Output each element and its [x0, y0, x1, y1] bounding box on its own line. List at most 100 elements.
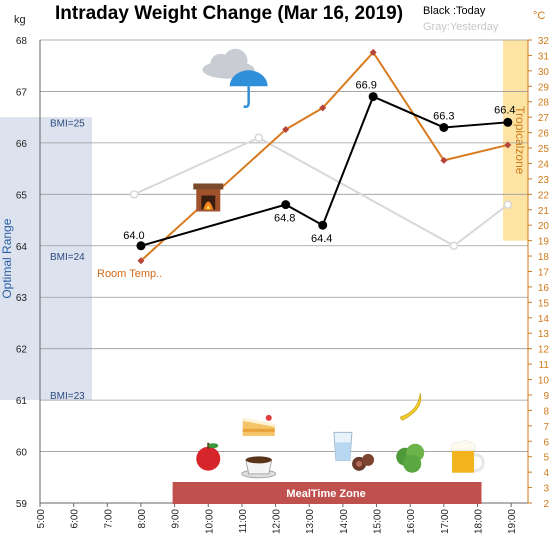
y-right-tick-label: 30 — [538, 67, 550, 78]
fireplace-icon — [193, 183, 224, 212]
bmi-label: BMI=24 — [50, 252, 85, 263]
tropicalzone-label: Tropicalzone — [513, 106, 527, 175]
y-left-tick-label: 64 — [16, 242, 28, 253]
y-left-tick-label: 59 — [16, 499, 28, 510]
x-tick-label: 9:00 — [171, 509, 182, 529]
y-right-tick-label: 14 — [538, 314, 550, 325]
today-line — [140, 95, 508, 247]
today-point — [503, 117, 513, 127]
y-right-tick-label: 16 — [538, 283, 550, 294]
y-right-tick-label: 3 — [543, 484, 549, 495]
optimal-range-label: Optimal Range — [0, 218, 14, 298]
vegetable-icon — [396, 443, 425, 473]
today-point — [318, 220, 328, 230]
y-left-tick-label: 66 — [16, 139, 28, 150]
today-data-label: 64.0 — [123, 230, 144, 242]
x-tick-label: 15:00 — [373, 509, 384, 534]
right-axis-unit: °C — [533, 10, 545, 22]
sausage-icon — [352, 453, 375, 471]
y-left-tick-label: 62 — [16, 345, 28, 356]
today-point — [136, 241, 146, 251]
y-right-tick-label: 20 — [538, 221, 550, 232]
y-right-tick-label: 9 — [543, 391, 549, 402]
x-tick-label: 8:00 — [137, 509, 148, 529]
y-right-tick-label: 2 — [543, 499, 549, 510]
x-tick-label: 19:00 — [507, 509, 518, 534]
x-tick-label: 13:00 — [305, 509, 316, 534]
chart-title: Intraday Weight Change (Mar 16, 2019) — [55, 3, 403, 24]
room-temp-point — [504, 141, 512, 149]
y-left-tick-label: 68 — [16, 36, 28, 47]
x-tick-label: 6:00 — [70, 509, 81, 529]
bmi-label: BMI=25 — [50, 118, 85, 129]
y-right-tick-label: 17 — [538, 268, 550, 279]
today-data-label: 66.4 — [494, 104, 515, 116]
legend-yesterday: Gray:Yesterday — [423, 21, 499, 33]
y-right-tick-label: 8 — [543, 406, 549, 417]
y-left-tick-label: 63 — [16, 293, 28, 304]
y-right-tick-label: 28 — [538, 98, 550, 109]
y-right-tick-label: 19 — [538, 237, 550, 248]
x-tick-label: 12:00 — [272, 509, 283, 534]
room-temp-label: Room Temp.. — [97, 268, 162, 280]
x-tick-label: 14:00 — [339, 509, 350, 534]
y-left-tick-label: 65 — [16, 190, 28, 201]
today-point — [368, 92, 378, 102]
apple-icon — [196, 442, 221, 471]
umbrella-icon — [229, 70, 268, 109]
yesterday-point — [503, 200, 513, 209]
y-right-tick-label: 13 — [538, 329, 550, 340]
optimal-range-band — [0, 117, 92, 401]
today-data-label: 66.3 — [433, 110, 454, 122]
legend-today: Black :Today — [423, 5, 486, 17]
y-right-tick-label: 21 — [538, 206, 550, 217]
y-right-tick-label: 26 — [538, 129, 550, 140]
y-right-tick-label: 11 — [539, 360, 550, 371]
meal-time-zone-label: MealTime Zone — [286, 488, 365, 500]
y-right-tick-label: 12 — [538, 345, 550, 356]
coffee-icon — [241, 456, 277, 479]
today-point — [281, 200, 291, 210]
y-right-tick-label: 10 — [538, 376, 550, 387]
room-temp-point — [282, 126, 290, 134]
x-tick-label: 18:00 — [474, 509, 485, 534]
yesterday-line — [133, 136, 509, 247]
y-right-tick-label: 15 — [538, 298, 550, 309]
x-tick-label: 17:00 — [440, 509, 451, 534]
y-left-tick-label: 60 — [16, 448, 28, 459]
yesterday-point — [449, 241, 459, 251]
bmi-label: BMI=23 — [50, 391, 85, 402]
cloud-icon — [202, 48, 255, 79]
y-right-tick-label: 5 — [543, 453, 549, 464]
today-data-label: 66.9 — [355, 80, 376, 92]
room-temp-point — [319, 104, 327, 112]
yesterday-point — [254, 133, 264, 142]
yesterday-point — [129, 190, 139, 199]
beer-icon — [450, 439, 485, 473]
today-data-label: 64.8 — [274, 213, 295, 225]
x-tick-label: 10:00 — [204, 509, 215, 534]
y-right-tick-label: 25 — [538, 144, 550, 155]
left-axis-unit: kg — [14, 14, 26, 26]
room-temp-line — [140, 50, 509, 262]
room-temp-point — [137, 257, 145, 265]
banana-icon — [399, 393, 422, 421]
y-right-tick-label: 6 — [543, 437, 549, 448]
x-tick-label: 7:00 — [103, 509, 114, 529]
y-right-tick-label: 27 — [538, 113, 550, 124]
y-right-tick-label: 32 — [538, 36, 550, 47]
today-data-label: 64.4 — [311, 233, 332, 245]
x-tick-label: 11:00 — [238, 509, 249, 534]
meal-time-zone — [172, 482, 482, 504]
water-glass-icon — [333, 431, 353, 461]
y-left-tick-label: 61 — [16, 396, 28, 407]
y-left-tick-label: 67 — [16, 87, 28, 98]
y-right-tick-label: 4 — [543, 468, 549, 479]
x-tick-label: 16:00 — [406, 509, 417, 534]
y-right-tick-label: 18 — [538, 252, 550, 263]
x-tick-label: 5:00 — [36, 509, 47, 529]
today-point — [439, 122, 449, 132]
y-right-tick-label: 29 — [538, 82, 550, 93]
y-right-tick-label: 31 — [538, 51, 550, 62]
